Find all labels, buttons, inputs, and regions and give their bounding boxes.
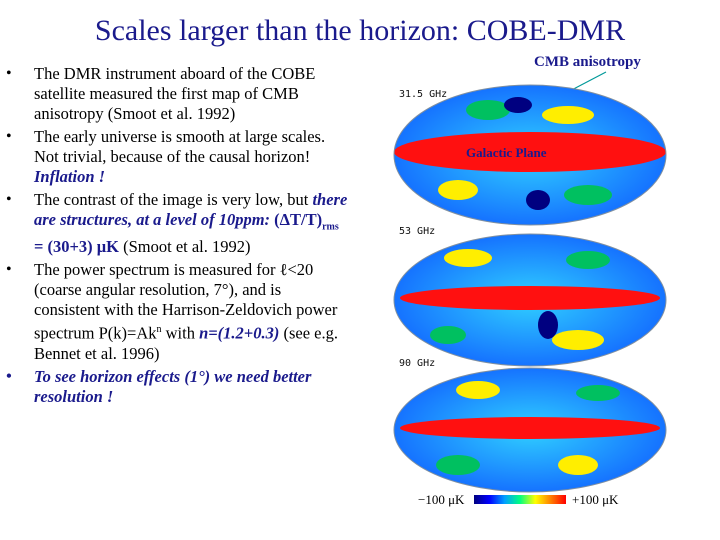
bullet-2-emphasis: Inflation ! [34,167,106,186]
bullet-1-text: The DMR instrument aboard of the COBE sa… [34,64,316,123]
bullet-3-text: The contrast of the image is very low, b… [34,190,313,209]
bullet-4-mid: with [161,323,200,343]
bullet-3-value: = (30+3) μK [34,237,119,257]
bullet-list: The DMR instrument aboard of the COBE sa… [6,64,351,410]
galactic-plane-label: Galactic Plane [466,145,547,160]
colorbar-max-label: +100 μK [572,492,619,507]
colorbar-min-label: −100 μK [418,492,465,507]
colorbar [474,495,566,504]
bullet-4-emphasis: n=(1.2+0.3) [199,323,280,343]
bullet-1: The DMR instrument aboard of the COBE sa… [6,64,351,124]
bullet-4-superscript: n [156,324,162,336]
bullet-4: The power spectrum is measured for ℓ<20 … [6,260,351,364]
bullet-3-citation: (Smoot et al. 1992) [118,237,251,257]
bullet-4-text: The power spectrum is measured for ℓ<20 … [34,260,338,343]
bullet-2-text: The early universe is smooth at large sc… [34,127,326,166]
bullet-4-citation: (see e.g. Bennet et al. 1996) [34,323,338,363]
freq-label-90: 90 GHz [399,358,436,369]
bullet-3-subscript: rms [322,221,339,233]
bullet-2: The early universe is smooth at large sc… [6,127,351,187]
freq-label-31-5: 31.5 GHz [399,89,448,100]
bullet-3: The contrast of the image is very low, b… [6,190,351,257]
bullet-5-text: To see horizon effects (1°) we need bett… [34,366,312,406]
map-90-ghz [393,367,667,493]
bullet-3-emphasis: there are structures, at a level of 10pp… [34,190,348,229]
map-31-5-ghz [393,84,667,226]
freq-label-53: 53 GHz [399,226,436,237]
cobe-dmr-maps [393,84,667,493]
map-53-ghz [393,233,667,367]
slide-title: Scales larger than the horizon: COBE-DMR [94,14,626,47]
cmb-anisotropy-label: CMB anisotropy [534,54,641,70]
bullet-3-formula: (ΔT/T) [274,210,323,229]
bullet-5: To see horizon effects (1°) we need bett… [6,367,351,407]
